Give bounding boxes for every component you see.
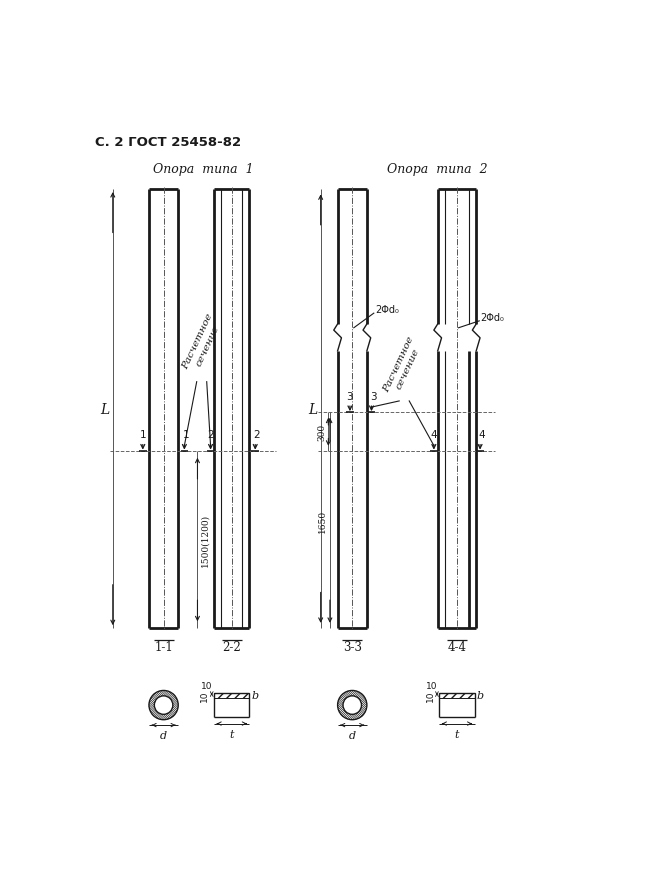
Text: Опора  типа  2: Опора типа 2 (387, 163, 488, 176)
Text: 1: 1 (140, 430, 146, 440)
Text: 3-3: 3-3 (343, 640, 362, 653)
Text: 300: 300 (317, 424, 326, 441)
Text: 2Φd₀: 2Φd₀ (480, 313, 504, 323)
Text: 10: 10 (200, 690, 210, 702)
Text: 4: 4 (478, 430, 485, 440)
Text: 2Φd₀: 2Φd₀ (375, 305, 399, 315)
Text: 3: 3 (346, 392, 353, 401)
Text: t: t (229, 729, 234, 739)
Text: L: L (100, 402, 109, 416)
Text: d: d (348, 730, 356, 741)
Text: 4-4: 4-4 (447, 640, 466, 653)
Text: 2: 2 (253, 430, 260, 440)
Text: t: t (455, 729, 459, 739)
Text: L: L (309, 402, 318, 416)
Text: 10: 10 (201, 681, 212, 691)
Text: Расчетное
сечение: Расчетное сечение (381, 335, 424, 398)
Text: 1: 1 (183, 430, 189, 440)
Text: d: d (160, 730, 167, 741)
Text: 3: 3 (369, 392, 377, 401)
Bar (214, 693, 250, 698)
Text: 1500(1200): 1500(1200) (200, 514, 210, 566)
Text: Расчетное
сечение: Расчетное сечение (181, 312, 225, 375)
Text: 10: 10 (426, 681, 438, 691)
Bar (440, 693, 475, 698)
Text: 4: 4 (430, 430, 437, 440)
Text: Опора  типа  1: Опора типа 1 (153, 163, 253, 176)
Text: b: b (477, 691, 484, 701)
Text: 2: 2 (207, 430, 214, 440)
Text: С. 2 ГОСТ 25458-82: С. 2 ГОСТ 25458-82 (95, 136, 241, 149)
Text: 10: 10 (426, 690, 435, 702)
Text: b: b (252, 691, 259, 701)
Text: 1650: 1650 (318, 509, 327, 532)
Text: 2-2: 2-2 (222, 640, 241, 653)
Text: 1-1: 1-1 (154, 640, 173, 653)
